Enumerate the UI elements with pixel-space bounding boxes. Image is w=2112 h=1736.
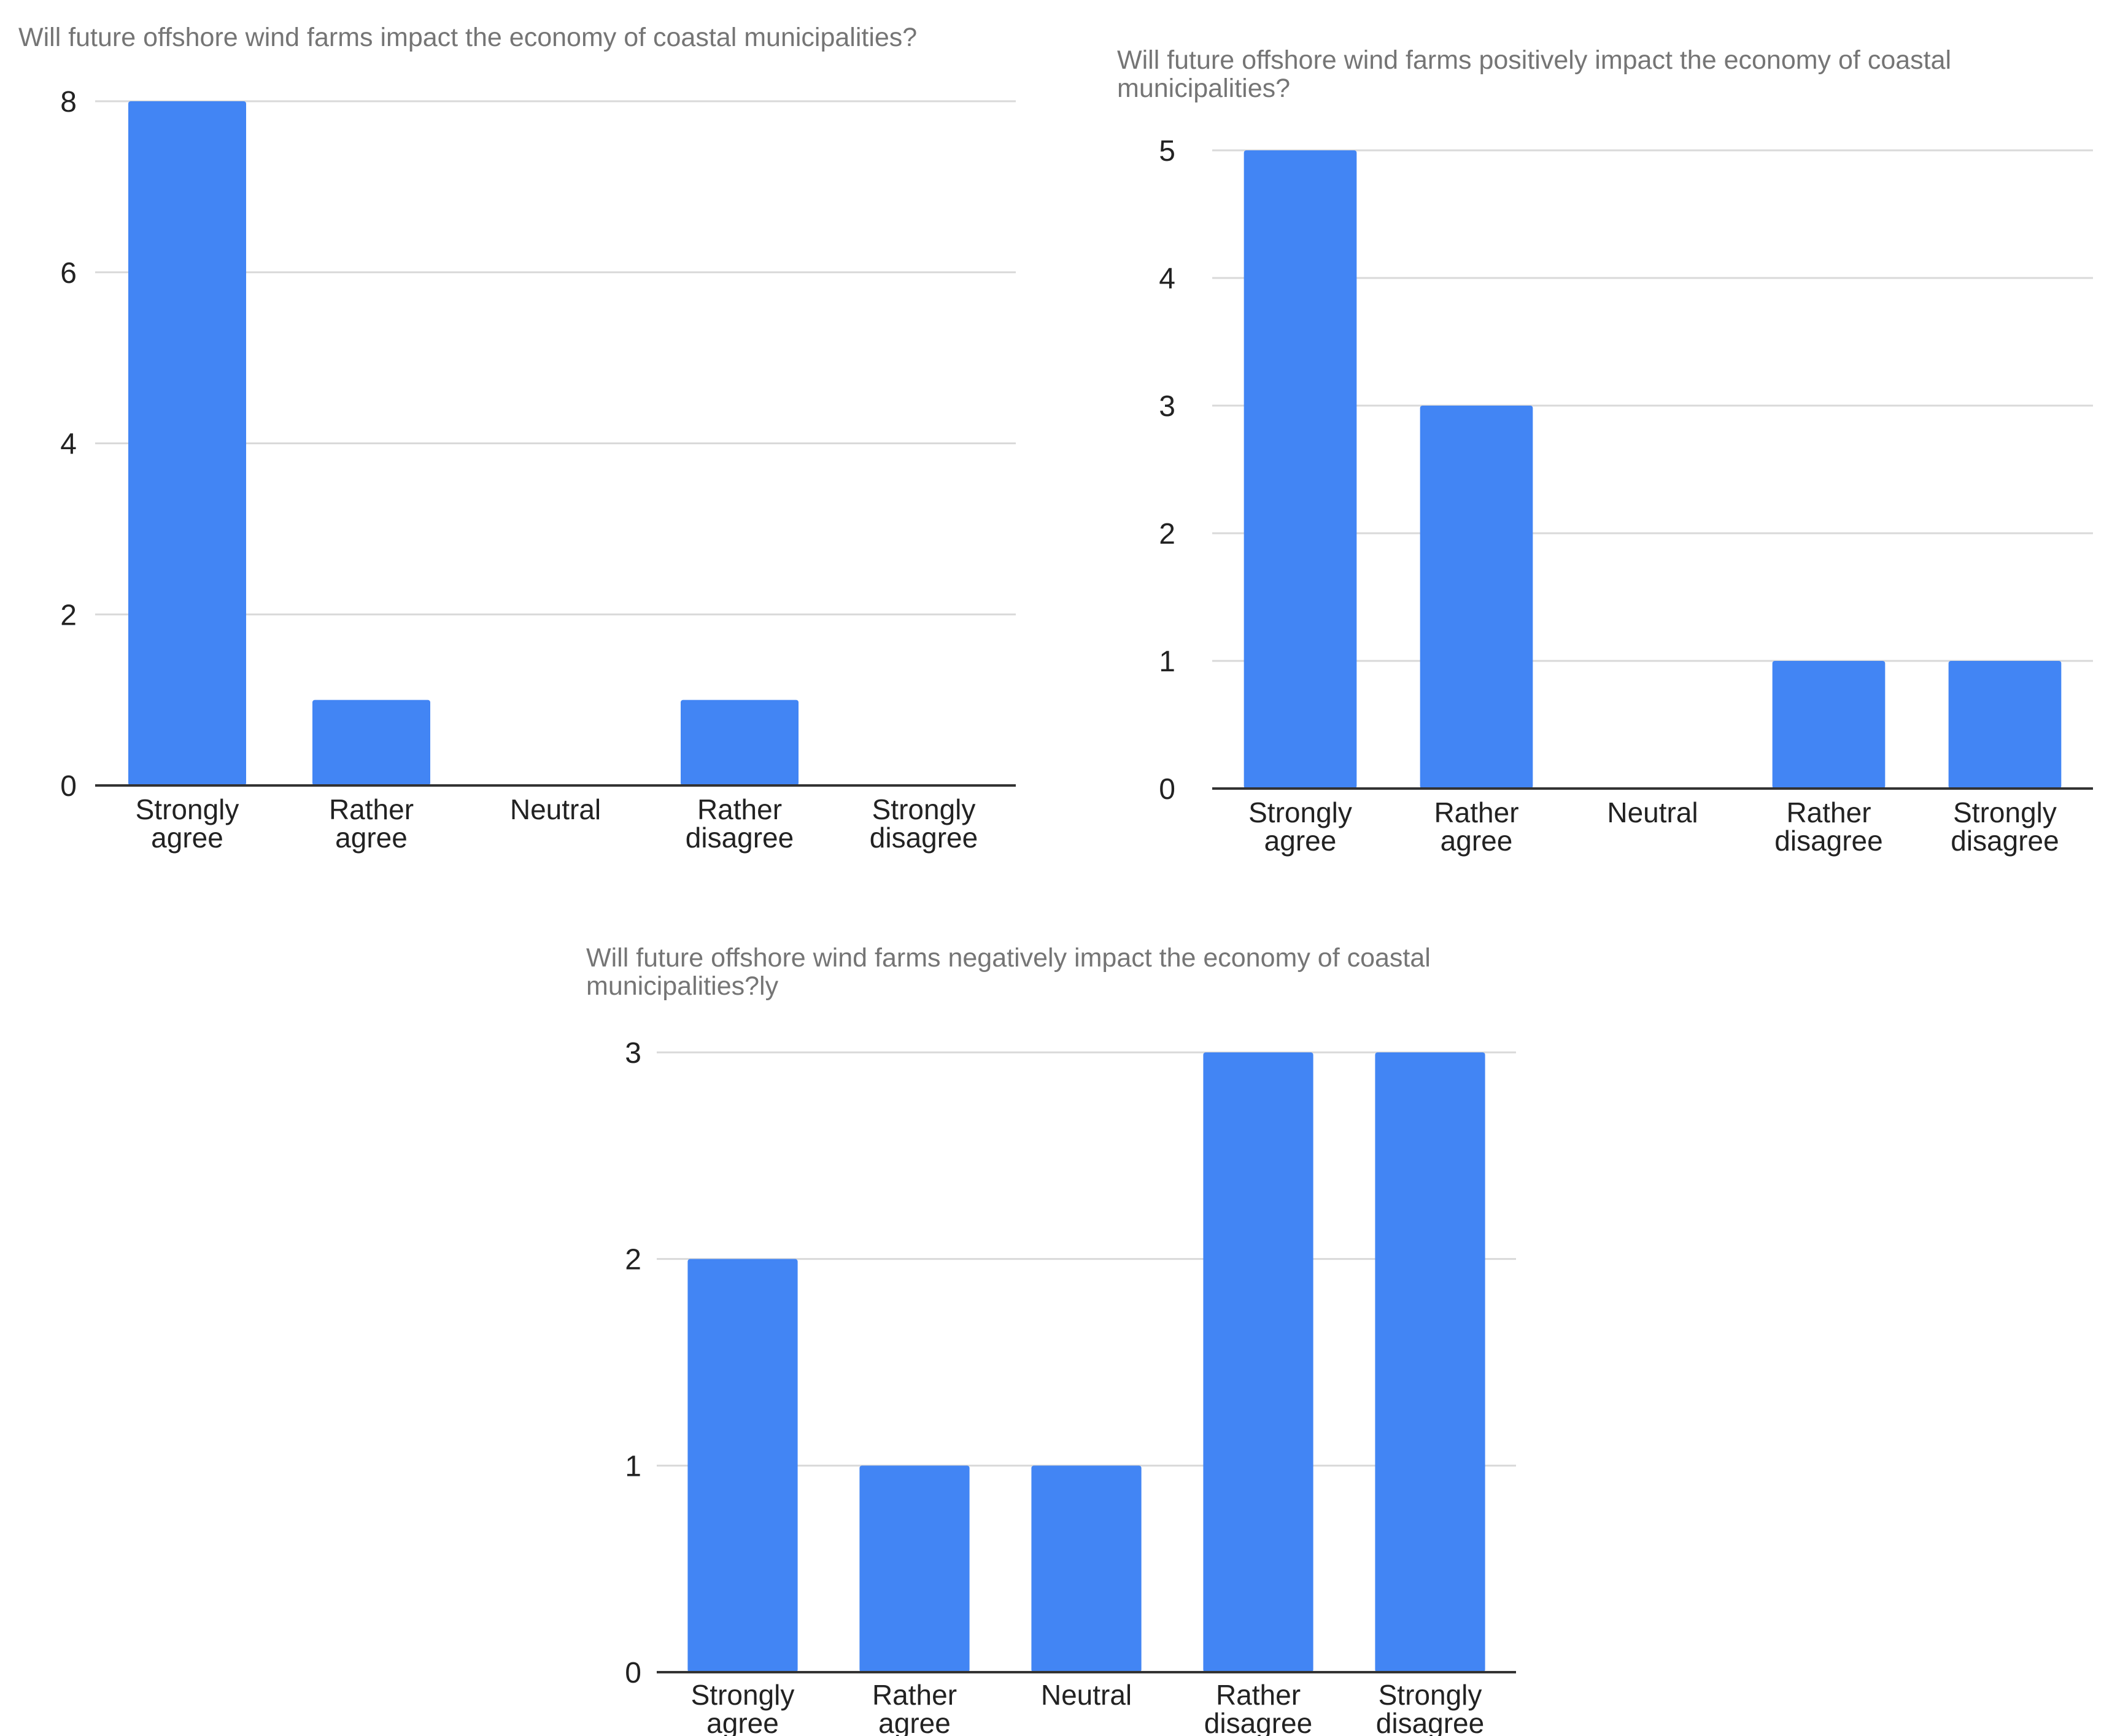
y-tick-label: 8 <box>60 86 77 118</box>
x-category-label: agree <box>878 1707 951 1736</box>
y-tick-label: 6 <box>60 257 77 290</box>
x-category-label: agree <box>335 822 408 854</box>
x-category-label: disagree <box>1951 825 2059 857</box>
x-category-label: Strongly <box>691 1679 795 1711</box>
bar-rather-agree <box>312 700 430 785</box>
bar-strongly-disagree <box>1948 661 2062 789</box>
x-category-label: Rather <box>329 793 414 825</box>
x-category-label: Neutral <box>1041 1679 1132 1711</box>
x-category-label: disagree <box>1376 1707 1484 1736</box>
bar-chart-1: Will future offshore wind farms impact t… <box>18 23 1016 854</box>
x-category-label: Strongly <box>1953 797 2057 828</box>
y-tick-label: 0 <box>1159 773 1175 806</box>
bar-rather-disagree <box>1203 1052 1313 1672</box>
y-tick-label: 2 <box>1159 518 1175 550</box>
x-category-label: Rather <box>1434 797 1518 828</box>
bar-strongly-disagree <box>1375 1052 1485 1672</box>
bar-rather-agree <box>1420 406 1533 789</box>
y-tick-label: 4 <box>1159 263 1175 295</box>
bar-rather-disagree <box>681 700 799 785</box>
y-tick-label: 1 <box>1159 646 1175 678</box>
bar-rather-disagree <box>1772 661 1886 789</box>
y-tick-label: 2 <box>625 1244 641 1276</box>
chart-title-line: Will future offshore wind farms impact t… <box>18 23 917 52</box>
x-category-label: Neutral <box>1607 797 1698 828</box>
chart-title-line: municipalities?ly <box>586 971 779 1001</box>
y-tick-label: 0 <box>625 1657 641 1689</box>
x-category-label: Strongly <box>872 793 976 825</box>
x-category-label: Strongly <box>1248 797 1352 828</box>
x-category-label: Rather <box>697 793 782 825</box>
y-tick-label: 3 <box>625 1037 641 1070</box>
x-category-label: agree <box>151 822 223 854</box>
y-tick-label: 0 <box>60 770 77 803</box>
x-category-label: agree <box>1264 825 1337 857</box>
x-category-label: Rather <box>872 1679 957 1711</box>
y-tick-label: 3 <box>1159 390 1175 423</box>
x-category-label: disagree <box>686 822 794 854</box>
x-category-label: Strongly <box>1379 1679 1482 1711</box>
x-category-label: disagree <box>870 822 978 854</box>
x-category-label: Strongly <box>136 793 239 825</box>
x-category-label: disagree <box>1204 1707 1312 1736</box>
x-category-label: Neutral <box>510 793 601 825</box>
y-tick-label: 2 <box>60 599 77 631</box>
chart-title-line: municipalities? <box>1117 74 1290 103</box>
bar-strongly-agree <box>128 101 246 785</box>
x-category-label: agree <box>1441 825 1513 857</box>
y-tick-label: 1 <box>625 1450 641 1483</box>
chart-title-line: Will future offshore wind farms positive… <box>1117 45 1951 75</box>
bar-strongly-agree <box>687 1259 798 1672</box>
x-category-label: disagree <box>1774 825 1882 857</box>
bar-rather-agree <box>859 1465 970 1672</box>
y-tick-label: 5 <box>1159 135 1175 168</box>
bar-chart-2: Will future offshore wind farms positive… <box>1117 45 2093 857</box>
x-category-label: Rather <box>1216 1679 1301 1711</box>
x-category-label: agree <box>706 1707 779 1736</box>
bar-neutral <box>1031 1465 1142 1672</box>
y-tick-label: 4 <box>60 428 77 461</box>
bar-chart-3: Will future offshore wind farms negative… <box>586 943 1516 1736</box>
x-category-label: Rather <box>1786 797 1871 828</box>
chart-title-line: Will future offshore wind farms negative… <box>586 943 1431 973</box>
bar-strongly-agree <box>1244 150 1357 789</box>
